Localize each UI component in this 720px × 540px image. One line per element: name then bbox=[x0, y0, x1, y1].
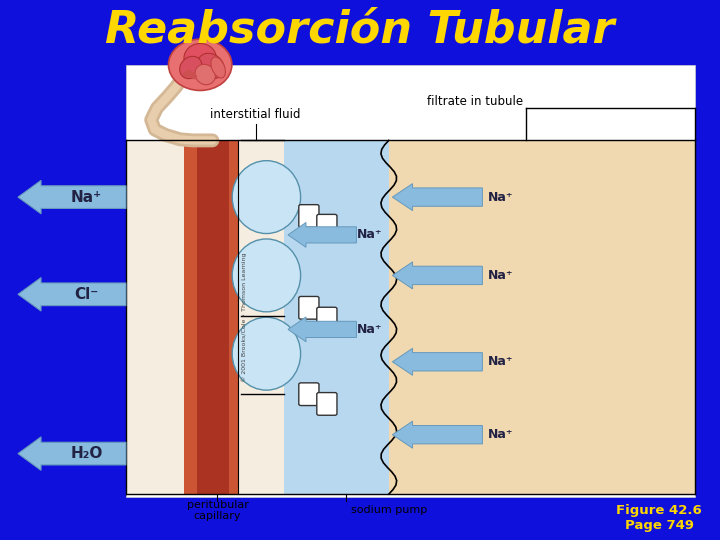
Ellipse shape bbox=[195, 64, 215, 85]
FancyArrow shape bbox=[18, 278, 126, 311]
FancyBboxPatch shape bbox=[126, 140, 284, 494]
Ellipse shape bbox=[211, 57, 225, 78]
FancyArrow shape bbox=[18, 180, 126, 214]
FancyBboxPatch shape bbox=[184, 140, 238, 494]
FancyBboxPatch shape bbox=[299, 296, 319, 319]
Ellipse shape bbox=[180, 56, 202, 79]
FancyArrow shape bbox=[392, 262, 482, 289]
Ellipse shape bbox=[232, 161, 301, 233]
FancyArrow shape bbox=[288, 222, 356, 247]
FancyArrow shape bbox=[288, 317, 356, 342]
FancyBboxPatch shape bbox=[197, 140, 229, 494]
FancyBboxPatch shape bbox=[389, 140, 695, 494]
Ellipse shape bbox=[184, 43, 217, 73]
Text: © 2001 Brooks/Cole • Thomson Learning: © 2001 Brooks/Cole • Thomson Learning bbox=[241, 253, 247, 382]
Ellipse shape bbox=[232, 239, 301, 312]
Text: Na⁺: Na⁺ bbox=[356, 323, 382, 336]
Text: Reabsorción Tubular: Reabsorción Tubular bbox=[105, 8, 615, 51]
FancyBboxPatch shape bbox=[317, 214, 337, 237]
FancyArrow shape bbox=[392, 348, 482, 375]
Text: Na⁺: Na⁺ bbox=[487, 355, 513, 368]
Text: filtrate in tubule: filtrate in tubule bbox=[427, 95, 523, 108]
Text: Cl⁻: Cl⁻ bbox=[74, 287, 99, 302]
Text: Na⁺: Na⁺ bbox=[487, 269, 513, 282]
Text: sodium pump: sodium pump bbox=[351, 505, 427, 515]
FancyBboxPatch shape bbox=[299, 383, 319, 406]
Text: Na⁺: Na⁺ bbox=[356, 228, 382, 241]
FancyArrow shape bbox=[18, 437, 126, 470]
FancyBboxPatch shape bbox=[317, 393, 337, 415]
Text: peritubular
capillary: peritubular capillary bbox=[186, 500, 248, 521]
Text: H₂O: H₂O bbox=[71, 446, 102, 461]
Text: Figure 42.6
Page 749: Figure 42.6 Page 749 bbox=[616, 504, 702, 532]
Text: Na⁺: Na⁺ bbox=[71, 190, 102, 205]
Ellipse shape bbox=[232, 317, 301, 390]
Ellipse shape bbox=[198, 53, 224, 78]
FancyBboxPatch shape bbox=[317, 307, 337, 330]
FancyArrow shape bbox=[392, 184, 482, 211]
FancyArrow shape bbox=[392, 421, 482, 448]
FancyBboxPatch shape bbox=[126, 65, 695, 497]
FancyBboxPatch shape bbox=[284, 140, 389, 494]
Text: Na⁺: Na⁺ bbox=[487, 428, 513, 441]
Ellipse shape bbox=[168, 39, 232, 91]
Text: interstitial fluid: interstitial fluid bbox=[210, 109, 301, 122]
FancyBboxPatch shape bbox=[299, 205, 319, 227]
Text: Na⁺: Na⁺ bbox=[487, 191, 513, 204]
